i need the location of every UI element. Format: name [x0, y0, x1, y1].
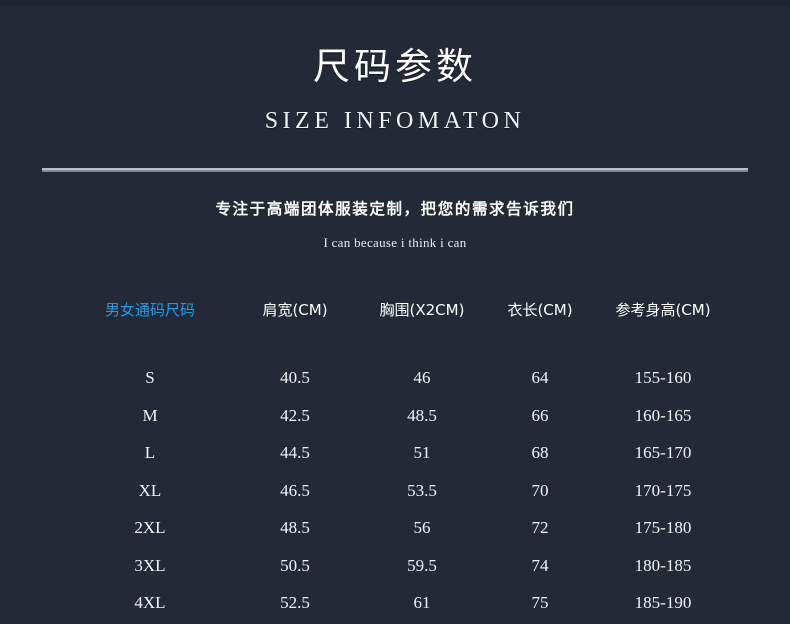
header-divider — [42, 168, 748, 172]
cell-length: 68 — [531, 443, 549, 463]
cell-chest: 61 — [413, 593, 431, 613]
cell-shoulder: 40.5 — [280, 368, 310, 388]
column-header-shoulder: 肩宽(CM) — [262, 300, 328, 319]
cell-length: 70 — [531, 480, 549, 500]
cell-height: 185-190 — [634, 593, 692, 613]
cell-length: 75 — [531, 593, 549, 613]
cell-shoulder: 44.5 — [280, 443, 310, 463]
table-row: 3XL 50.5 59.5 74 180-185 — [70, 547, 730, 585]
cell-chest: 46 — [413, 368, 431, 388]
page-title: 尺码参数 — [313, 47, 477, 88]
column-header-height: 参考身高(CM) — [615, 300, 711, 319]
column-header-length: 衣长(CM) — [507, 300, 573, 319]
cell-shoulder: 52.5 — [280, 593, 310, 613]
page-header: 尺码参数 SIZE INFOMATON — [0, 46, 790, 136]
tagline-block: 专注于高端团体服装定制，把您的需求告诉我们 I can because i th… — [0, 198, 790, 252]
cell-chest: 56 — [413, 518, 431, 538]
cell-size: 4XL — [134, 593, 166, 613]
cell-size: XL — [138, 480, 162, 500]
cell-shoulder: 46.5 — [280, 480, 310, 500]
size-table-header: 男女通码尺码 肩宽(CM) 胸围(X2CM) 衣长(CM) 参考身高(CM) — [70, 296, 730, 324]
cell-chest: 53.5 — [407, 480, 437, 500]
cell-chest: 59.5 — [407, 555, 437, 575]
cell-height: 160-165 — [634, 405, 692, 425]
top-edge-band — [0, 0, 790, 5]
cell-size: S — [145, 368, 155, 388]
table-row: M 42.5 48.5 66 160-165 — [70, 397, 730, 435]
column-header-chest: 胸围(X2CM) — [379, 300, 465, 319]
column-header-size: 男女通码尺码 — [104, 300, 195, 319]
table-row: 4XL 52.5 61 75 185-190 — [70, 585, 730, 623]
cell-shoulder: 48.5 — [280, 518, 310, 538]
table-row: 2XL 48.5 56 72 175-180 — [70, 510, 730, 548]
page-subtitle-english: SIZE INFOMATON — [264, 108, 526, 134]
cell-length: 66 — [531, 405, 549, 425]
cell-length: 64 — [531, 368, 549, 388]
cell-size: M — [142, 405, 158, 425]
cell-size: L — [144, 443, 156, 463]
header-body-spacer — [70, 324, 730, 360]
cell-height: 175-180 — [634, 518, 692, 538]
tagline-english: I can because i think i can — [323, 235, 467, 250]
tagline-chinese: 专注于高端团体服装定制，把您的需求告诉我们 — [215, 200, 575, 218]
size-table-body: S 40.5 46 64 155-160 M 42.5 48.5 66 160-… — [70, 324, 730, 622]
cell-size: 3XL — [134, 555, 166, 575]
size-table: 男女通码尺码 肩宽(CM) 胸围(X2CM) 衣长(CM) 参考身高(CM) S… — [70, 296, 730, 622]
table-row: S 40.5 46 64 155-160 — [70, 360, 730, 398]
cell-length: 72 — [531, 518, 549, 538]
cell-shoulder: 50.5 — [280, 555, 310, 575]
cell-chest: 48.5 — [407, 405, 437, 425]
cell-length: 74 — [531, 555, 549, 575]
cell-height: 170-175 — [634, 480, 692, 500]
table-row: L 44.5 51 68 165-170 — [70, 435, 730, 473]
cell-height: 180-185 — [634, 555, 692, 575]
table-header-row: 男女通码尺码 肩宽(CM) 胸围(X2CM) 衣长(CM) 参考身高(CM) — [70, 296, 730, 324]
cell-height: 155-160 — [634, 368, 692, 388]
cell-size: 2XL — [134, 518, 166, 538]
cell-height: 165-170 — [634, 443, 692, 463]
table-row: XL 46.5 53.5 70 170-175 — [70, 472, 730, 510]
cell-chest: 51 — [413, 443, 431, 463]
cell-shoulder: 42.5 — [280, 405, 310, 425]
